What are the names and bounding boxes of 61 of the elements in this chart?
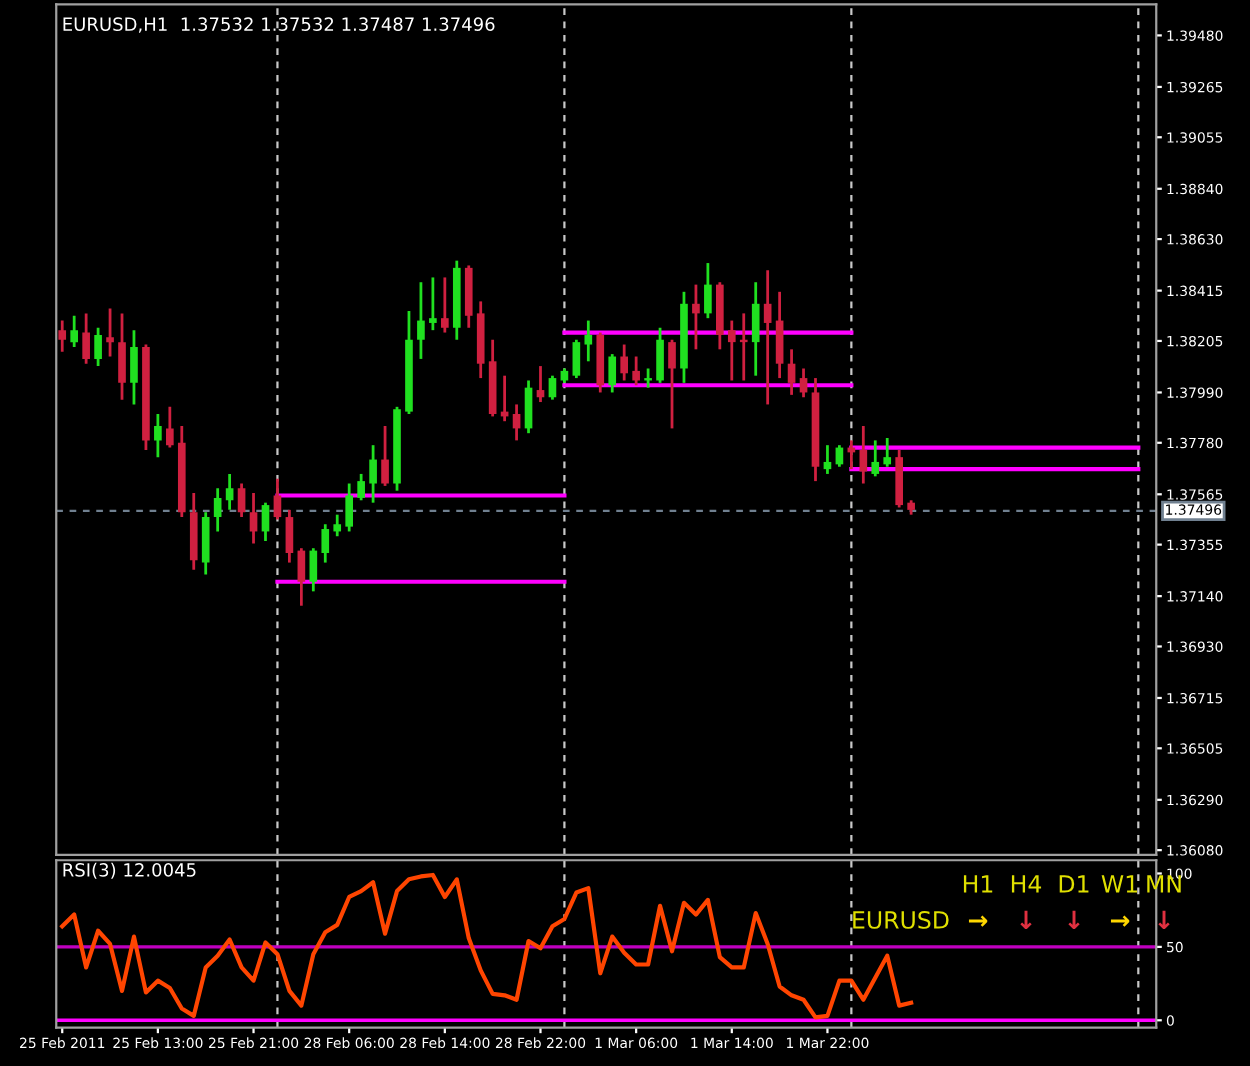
annotation: H1: [963, 875, 993, 893]
candlestick: [668, 338, 676, 430]
candlestick: [249, 491, 258, 545]
candlestick: [154, 412, 162, 459]
candlestick: [369, 443, 377, 505]
candlestick: [94, 326, 102, 368]
candlestick: [70, 314, 79, 349]
candlestick: [417, 280, 425, 361]
candlestick: [237, 482, 246, 519]
candlestick: [261, 501, 270, 543]
candlestick: [285, 508, 294, 564]
candlestick: [763, 268, 772, 406]
candlestick: [704, 261, 712, 320]
annotation: W1: [1101, 875, 1137, 893]
candlestick: [883, 436, 892, 469]
candlestick: [775, 290, 784, 380]
candlestick: [441, 276, 449, 334]
candlestick: [58, 319, 67, 354]
candlestick: [895, 448, 904, 509]
text: ↓: [1158, 910, 1170, 929]
annotation: →: [1110, 915, 1130, 927]
candlestick: [572, 338, 581, 380]
candlestick: [620, 343, 629, 382]
candlestick: [201, 510, 210, 576]
candlestick: [429, 276, 437, 332]
candlestick: [82, 311, 90, 366]
chart-title: RSI(3) 12.0045: [63, 862, 196, 879]
candlestick: [632, 355, 640, 387]
candlestick: [130, 328, 138, 406]
candlestick: [357, 472, 365, 502]
candlestick: [548, 374, 557, 402]
annotation: ↓: [1020, 910, 1032, 929]
annotation: D1: [1059, 875, 1089, 893]
candlestick: [297, 546, 306, 608]
candlestick: [166, 405, 174, 449]
candlestick: [859, 424, 868, 485]
candlestick: [381, 424, 389, 488]
candlestick: [464, 264, 473, 330]
candlestick: [871, 438, 880, 478]
candlestick: [584, 319, 593, 363]
candlestick: [225, 472, 234, 512]
annotation: EURUSD: [853, 910, 949, 929]
candlestick: [118, 311, 126, 402]
candlestick: [213, 486, 222, 533]
candlestick: [727, 319, 736, 382]
candlestick: [787, 347, 796, 397]
candlestick: [189, 491, 198, 572]
annotation: →: [968, 915, 988, 927]
text: EURUSD,H1 1.37532 1.37532 1.37487 1.37496: [63, 17, 495, 33]
annotation: ↓: [1068, 910, 1080, 929]
candlestick: [106, 307, 114, 358]
candlestick: [692, 283, 700, 351]
candlestick: [656, 326, 664, 385]
candlestick: [751, 280, 760, 378]
annotation: H4: [1011, 875, 1042, 893]
candlestick: [524, 379, 533, 435]
candlestick: [321, 522, 330, 564]
candlestick: [345, 482, 354, 533]
candlestick: [309, 546, 318, 593]
candlestick: [608, 352, 617, 394]
candlestick: [333, 513, 342, 538]
